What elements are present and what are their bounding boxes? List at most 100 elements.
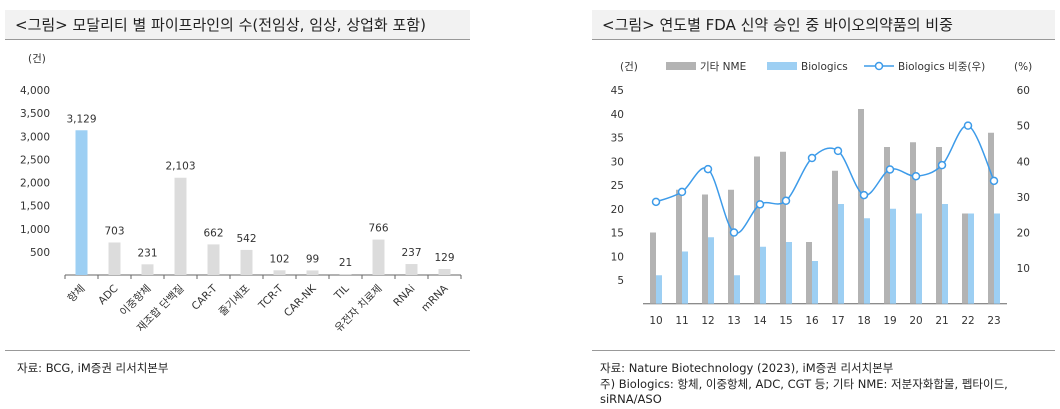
bar-biologics-21	[942, 204, 948, 304]
x-tick-label: 13	[727, 315, 740, 327]
bar-줄기세포	[240, 249, 253, 275]
bar-biologics-16	[812, 261, 818, 304]
left-y-tick-label: 35	[611, 133, 624, 145]
left-source-text: 자료: BCG, iM증권 리서치본부	[17, 361, 169, 375]
legend-label: Biologics 비중(우)	[898, 61, 985, 73]
bar-nme-11	[676, 189, 682, 304]
y-tick-label: 2,000	[20, 178, 50, 190]
left-y-tick-label: 20	[611, 204, 624, 216]
bar-biologics-11	[682, 251, 688, 304]
bar-nme-15	[780, 151, 786, 304]
x-tick-label: TIL	[332, 283, 352, 303]
bar-nme-18	[858, 109, 864, 304]
legend-label: Biologics	[801, 61, 848, 73]
bar-biologics-14	[760, 246, 766, 304]
bar-이중항체	[141, 264, 154, 275]
left-y-tick-label: 45	[611, 85, 624, 97]
x-tick-label: 12	[701, 315, 714, 327]
bar-nme-17	[832, 170, 838, 304]
share-point-16	[807, 153, 817, 163]
bar-biologics-23	[994, 213, 1000, 304]
right-y-tick-label: 60	[1017, 85, 1030, 97]
right-y-tick-label: 20	[1017, 228, 1030, 240]
bar-nme-19	[884, 147, 890, 304]
bar-nme-13	[728, 189, 734, 304]
data-label: 542	[236, 233, 256, 245]
share-point-11	[677, 187, 687, 197]
share-point-21	[937, 160, 947, 170]
share-point-15	[781, 196, 791, 206]
bar-CAR-NK	[306, 270, 319, 275]
right-y-tick-label: 50	[1017, 121, 1030, 133]
y-tick-label: 1,500	[20, 201, 50, 213]
bar-TIL	[339, 274, 352, 275]
bar-mRNA	[438, 269, 451, 275]
bar-nme-14	[754, 156, 760, 304]
bar-nme-23	[988, 132, 994, 304]
y-axis-unit: (건)	[28, 53, 46, 65]
bar-biologics-20	[916, 213, 922, 304]
share-point-20	[911, 171, 921, 181]
note-line: siRNA/ASO	[600, 392, 662, 406]
bar-biologics-17	[838, 204, 844, 304]
left-y-tick-label: 40	[611, 109, 624, 121]
bar-유전자 치료제	[372, 239, 385, 275]
x-tick-label: 16	[805, 315, 819, 327]
right-axis-unit: (%)	[1014, 61, 1032, 73]
bar-TCR-T	[273, 270, 286, 275]
bar-nme-22	[962, 213, 968, 304]
data-label: 2,103	[165, 161, 195, 173]
data-label: 102	[269, 253, 289, 265]
legend-swatch-nme	[666, 62, 696, 70]
bar-RNAi	[405, 264, 418, 275]
x-tick-label: 10	[649, 315, 662, 327]
x-tick-label: mRNA	[419, 282, 451, 314]
x-tick-label: 17	[831, 315, 844, 327]
data-label: 231	[137, 247, 157, 259]
bar-항체	[75, 130, 88, 275]
left-y-tick-label: 5	[617, 275, 624, 287]
share-point-22	[963, 121, 973, 130]
bar-biologics-22	[968, 213, 974, 304]
bar-재조합 단백질	[174, 177, 187, 275]
left-y-tick-label: 15	[611, 228, 624, 240]
y-tick-label: 2,500	[20, 154, 50, 166]
bar-nme-10	[650, 232, 656, 304]
data-label: 129	[434, 252, 454, 264]
x-tick-label: 18	[857, 315, 870, 327]
right-chart-title: <그림> 연도별 FDA 신약 승인 중 바이오의약품의 비중	[592, 10, 1055, 40]
bar-biologics-15	[786, 242, 792, 304]
share-point-10	[651, 197, 661, 207]
x-tick-label: CAR-NK	[282, 282, 319, 319]
left-y-tick-label: 30	[611, 156, 624, 168]
left-chart-title: <그림> 모달리티 별 파이프라인의 수(전임상, 임상, 상업화 포함)	[5, 10, 470, 40]
x-tick-label: 23	[987, 315, 1000, 327]
legend-label: 기타 NME	[700, 61, 746, 73]
legend-swatch-biologics	[767, 62, 797, 70]
y-tick-label: 3,500	[20, 108, 50, 120]
right-y-tick-label: 40	[1017, 156, 1030, 168]
x-tick-label: 20	[909, 315, 922, 327]
right-y-tick-label: 30	[1017, 192, 1030, 204]
y-tick-label: 4,000	[20, 85, 50, 97]
share-point-14	[755, 200, 765, 209]
share-point-17	[833, 146, 843, 156]
data-label: 3,129	[66, 113, 96, 125]
bar-CAR-T	[207, 244, 220, 275]
bar-nme-16	[806, 242, 812, 304]
share-point-13	[729, 228, 739, 237]
bar-biologics-18	[864, 218, 870, 304]
share-point-18	[859, 190, 869, 200]
data-label: 237	[401, 247, 421, 259]
left-axis-unit: (건)	[620, 61, 638, 73]
x-tick-label: 15	[779, 315, 792, 327]
note-line: 자료: Nature Biotechnology (2023), iM증권 리서…	[600, 361, 894, 375]
x-tick-label: 22	[961, 315, 974, 327]
bar-nme-21	[936, 147, 942, 304]
x-tick-label: 21	[935, 315, 948, 327]
y-tick-label: 3,000	[20, 131, 50, 143]
data-label: 703	[104, 225, 124, 237]
x-tick-label: 19	[883, 315, 896, 327]
bar-biologics-10	[656, 275, 662, 304]
